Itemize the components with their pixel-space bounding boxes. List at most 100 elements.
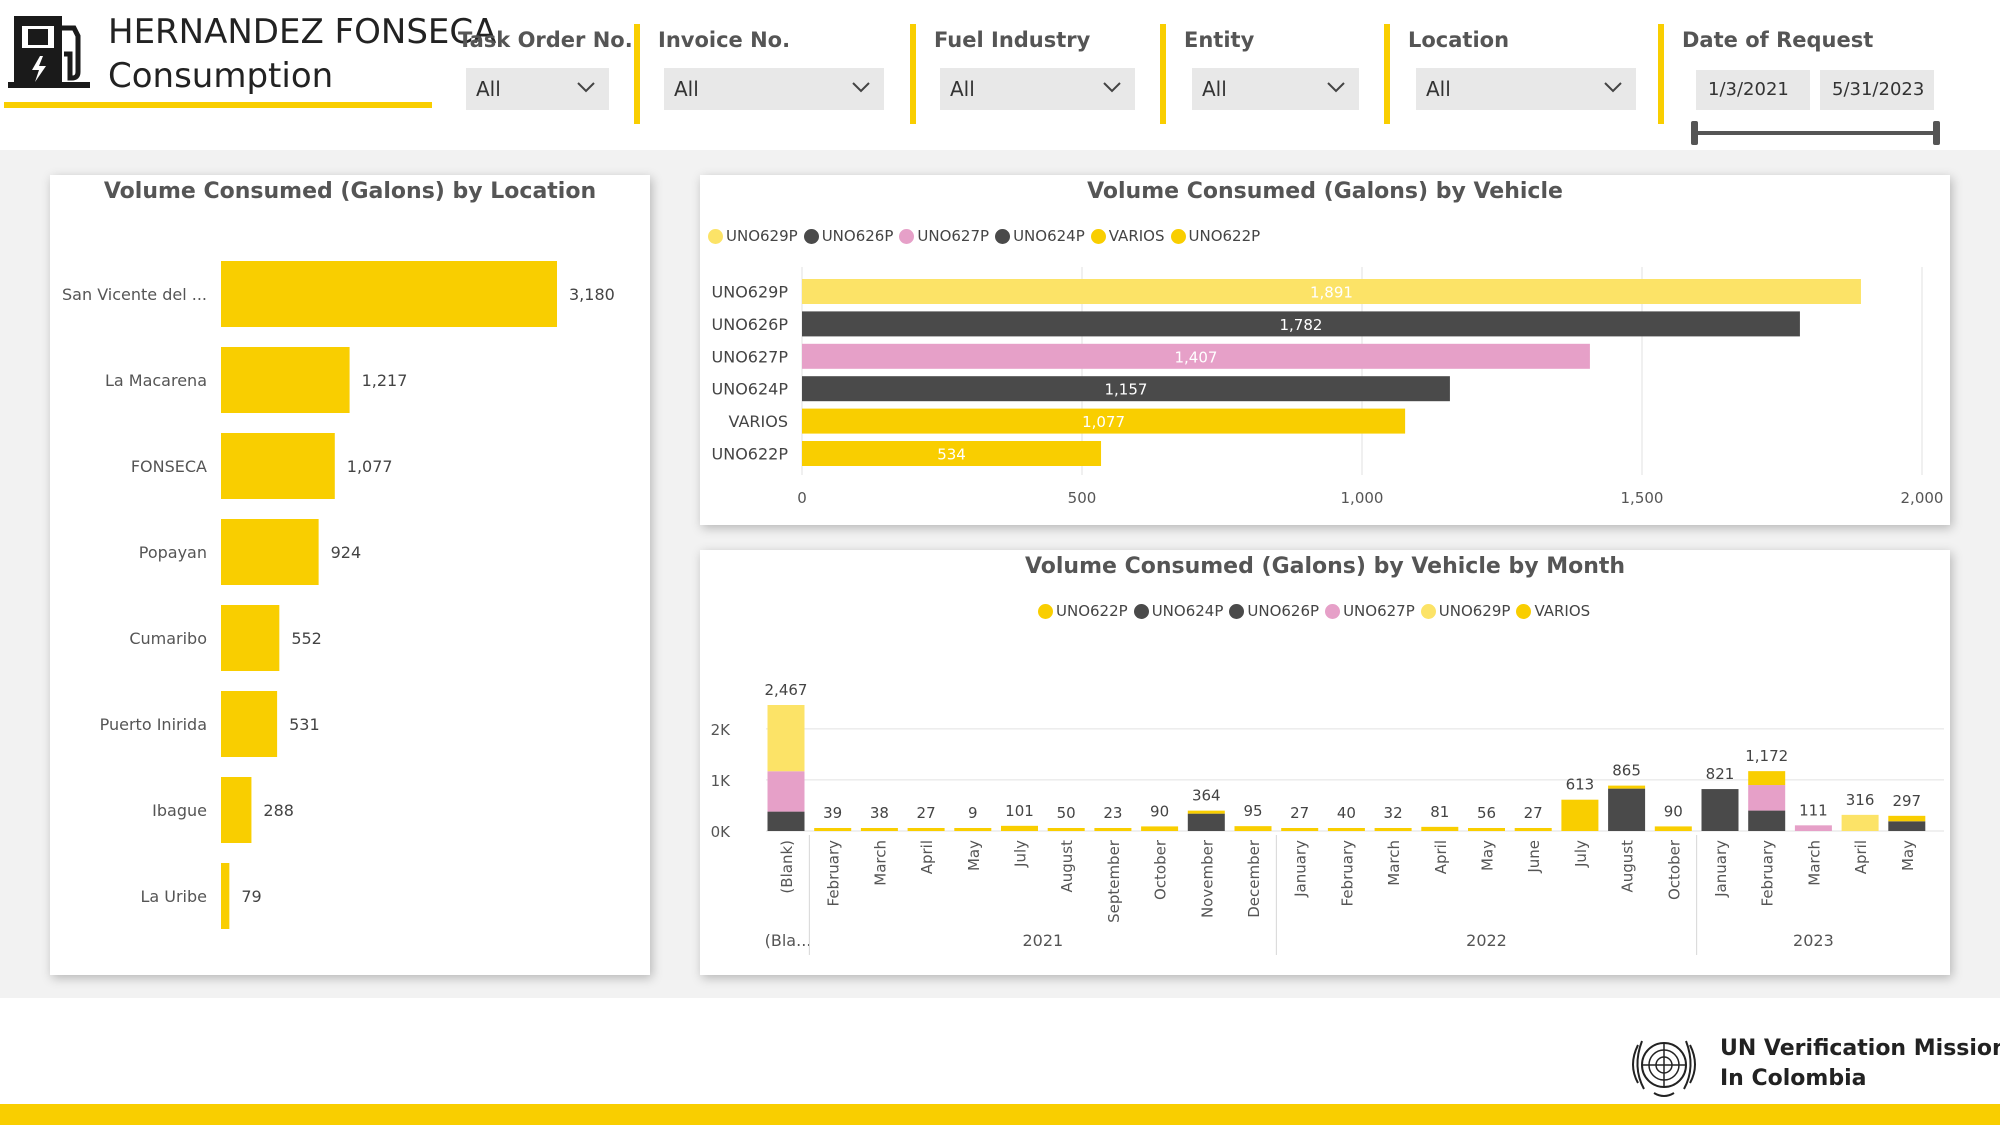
- legend-item[interactable]: UNO624P: [1133, 602, 1223, 620]
- month-label: March: [1385, 840, 1403, 886]
- x-tick-label: 0: [797, 489, 807, 507]
- chevron-down-icon: [1604, 82, 1622, 93]
- legend-item[interactable]: UNO622P: [1170, 227, 1260, 245]
- stacked-segment: [1421, 826, 1459, 831]
- month-total-label: 32: [1384, 804, 1403, 822]
- legend-swatch: [899, 228, 915, 244]
- invoice-dropdown[interactable]: All: [664, 68, 884, 110]
- legend-swatch: [1133, 603, 1149, 619]
- month-total-label: 111: [1799, 801, 1828, 819]
- month-total-label: 81: [1430, 803, 1449, 821]
- filter-accent-bar: [1384, 24, 1390, 124]
- y-tick-label: 2K: [711, 721, 732, 739]
- stacked-segment: [1701, 789, 1739, 831]
- filter-accent-bar: [1160, 24, 1166, 124]
- chart-title: Volume Consumed (Galons) by Vehicle: [1087, 179, 1563, 204]
- legend-item[interactable]: UNO626P: [803, 227, 893, 245]
- filter-location: Location All: [1384, 22, 1636, 127]
- date-slider-end-handle[interactable]: [1933, 121, 1940, 145]
- location-bar: [221, 863, 230, 929]
- stacked-segment: [1561, 799, 1599, 831]
- report-title: HERNANDEZ FONSECA: [108, 12, 497, 52]
- legend-item[interactable]: VARIOS: [1090, 227, 1165, 245]
- legend-item[interactable]: UNO627P: [899, 227, 989, 245]
- month-total-label: 56: [1477, 804, 1496, 822]
- location-label: Puerto Inirida: [100, 715, 207, 734]
- vehicle-label: UNO622P: [712, 445, 789, 464]
- chart-legend: UNO622P UNO624P UNO626P UNO627P UNO629P VARIO…: [1038, 602, 1596, 620]
- x-tick-label: 500: [1068, 489, 1097, 507]
- location-label: FONSECA: [131, 457, 207, 476]
- filter-entity: Entity All: [1160, 22, 1360, 127]
- location-label: Ibague: [152, 801, 207, 820]
- legend-item[interactable]: UNO627P: [1325, 602, 1415, 620]
- entity-dropdown[interactable]: All: [1192, 68, 1359, 110]
- month-label: August: [1058, 840, 1076, 893]
- location-bar: [221, 605, 280, 671]
- stacked-segment: [1608, 788, 1646, 831]
- legend-item[interactable]: UNO622P: [1038, 602, 1128, 620]
- legend-swatch: [995, 228, 1011, 244]
- month-total-label: 316: [1846, 791, 1875, 809]
- month-total-label: 297: [1892, 792, 1921, 810]
- vehicle-label: UNO629P: [712, 283, 789, 302]
- vehicle-value-label: 1,407: [1174, 348, 1217, 366]
- month-label: April: [1852, 840, 1870, 874]
- year-group-label: (Bla...: [765, 931, 812, 950]
- stacked-segment: [814, 828, 852, 831]
- month-total-label: 27: [917, 804, 936, 822]
- vehicle-bar: [802, 311, 1800, 337]
- location-value-label: 1,077: [347, 457, 393, 476]
- legend-label: UNO629P: [1438, 602, 1511, 620]
- month-label: May: [1479, 840, 1497, 871]
- month-label: May: [965, 840, 983, 871]
- filter-fuel-industry: Fuel Industry All: [910, 22, 1135, 127]
- chart-legend: UNO629P UNO626P UNO627P UNO624P VARIOS UNO622…: [708, 227, 1266, 245]
- legend-item[interactable]: UNO629P: [1420, 602, 1511, 620]
- y-tick-label: 1K: [711, 772, 732, 790]
- filter-label: Task Order No.: [458, 28, 633, 52]
- legend-label: VARIOS: [1108, 227, 1165, 245]
- month-total-label: 27: [1290, 804, 1309, 822]
- date-range-slider[interactable]: [1694, 131, 1938, 135]
- location-label: Popayan: [139, 543, 207, 562]
- date-slider-start-handle[interactable]: [1691, 121, 1698, 145]
- date-end-input[interactable]: 5/31/2023: [1820, 70, 1934, 110]
- org-name-line2: In Colombia: [1720, 1066, 1867, 1091]
- legend-label: UNO622P: [1056, 602, 1128, 620]
- vehicle-bar-chart: 0 500 1,000 1,500 2,000 UNO629P 1,891 UNO626P 1,…: [712, 267, 1943, 507]
- stacked-segment: [954, 828, 992, 831]
- task-order-dropdown[interactable]: All: [466, 68, 609, 110]
- legend-label: UNO626P: [1247, 602, 1320, 620]
- footer: [0, 998, 2000, 1125]
- vehicle-value-label: 1,891: [1310, 284, 1353, 302]
- fuel-industry-dropdown[interactable]: All: [940, 68, 1135, 110]
- month-total-label: 364: [1192, 787, 1221, 805]
- location-bar: [221, 519, 319, 585]
- month-label: July: [1572, 840, 1590, 868]
- vehicle-label: UNO624P: [712, 380, 789, 399]
- stacked-segment: [1187, 810, 1225, 814]
- location-value-label: 924: [331, 543, 362, 562]
- legend-item[interactable]: UNO629P: [708, 227, 798, 245]
- location-value-label: 3,180: [569, 285, 615, 304]
- title-underline: [4, 102, 432, 108]
- filter-accent-bar: [1658, 24, 1664, 124]
- month-label: October: [1152, 839, 1170, 900]
- month-total-label: 40: [1337, 804, 1356, 822]
- month-label: January: [1712, 840, 1730, 898]
- location-bar-chart: San Vicente del ... 3,180 La Macarena 1,217…: [62, 261, 615, 929]
- month-total-label: 27: [1524, 804, 1543, 822]
- legend-item[interactable]: VARIOS: [1516, 602, 1590, 620]
- legend-item[interactable]: UNO624P: [995, 227, 1085, 245]
- vehicle-label: VARIOS: [729, 412, 788, 431]
- stacked-segment: [1888, 821, 1926, 831]
- month-total-label: 9: [968, 804, 978, 822]
- date-start-input[interactable]: 1/3/2021: [1696, 70, 1810, 110]
- location-bar: [221, 433, 335, 499]
- location-dropdown[interactable]: All: [1416, 68, 1636, 110]
- month-label: April: [918, 840, 936, 874]
- location-bar: [221, 777, 252, 843]
- vehicle-bar: [802, 343, 1590, 369]
- legend-item[interactable]: UNO626P: [1229, 602, 1319, 620]
